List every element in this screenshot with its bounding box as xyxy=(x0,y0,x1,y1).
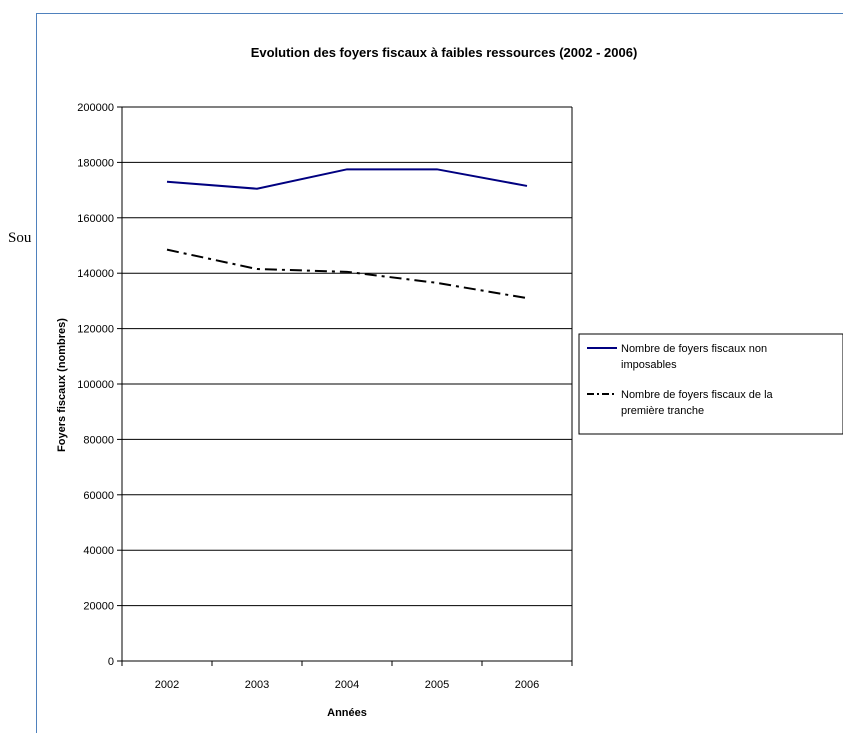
y-tick-label-200000: 200000 xyxy=(77,102,114,114)
legend-box xyxy=(578,333,843,435)
x-tick-label-2004: 2004 xyxy=(335,679,359,691)
y-tick-label-0: 0 xyxy=(108,656,114,668)
y-tick-label-180000: 180000 xyxy=(77,157,114,169)
x-tick-label-2002: 2002 xyxy=(155,679,179,691)
legend-label-1: Nombre de foyers fiscaux non imposables xyxy=(621,343,767,371)
y-tick-label-120000: 120000 xyxy=(77,324,114,336)
x-tick-label-2006: 2006 xyxy=(515,679,539,691)
legend: Nombre de foyers fiscaux non imposables No… xyxy=(578,333,843,435)
y-tick-label-20000: 20000 xyxy=(83,601,114,613)
x-tick-label-2003: 2003 xyxy=(245,679,269,691)
y-tick-label-100000: 100000 xyxy=(77,379,114,391)
y-axis-title: Foyers fiscaux (nombres) xyxy=(56,318,68,452)
y-tick-label-80000: 80000 xyxy=(83,434,114,446)
x-axis-title: Années xyxy=(327,707,367,719)
tick-labels: 0 20000 40000 60000 80000 100000 120000 140000 1… xyxy=(77,102,539,691)
series-lines xyxy=(166,168,528,300)
legend-label-2: Nombre de foyers fiscaux de la première t… xyxy=(621,389,774,417)
y-tick-label-140000: 140000 xyxy=(77,268,114,280)
truncated-body-text: Sou xyxy=(8,230,32,246)
gridlines xyxy=(122,106,572,607)
y-tick-label-60000: 60000 xyxy=(83,490,114,502)
y-tick-label-40000: 40000 xyxy=(83,545,114,557)
frame-top-border xyxy=(36,13,843,14)
chart-title: Evolution des foyers fiscaux à faibles r… xyxy=(251,45,638,60)
x-tick-label-2005: 2005 xyxy=(425,679,449,691)
frame-left-border xyxy=(36,13,37,733)
y-tick-label-160000: 160000 xyxy=(77,213,114,225)
axes xyxy=(117,106,573,666)
